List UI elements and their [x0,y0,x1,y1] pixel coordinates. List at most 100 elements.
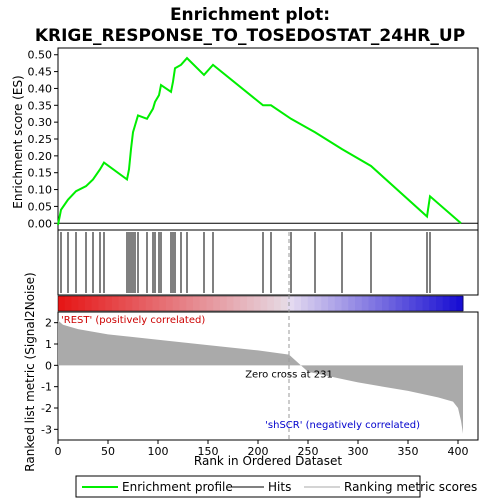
rank-bar-segment [415,296,423,311]
x-tick-label: 150 [198,445,219,458]
rank-bar-segment [85,296,93,311]
metric-tick-label: -3 [41,423,52,436]
es-y-axis-label: Enrichment score (ES) [11,75,25,208]
zero-cross-label: Zero cross at 231 [245,369,333,380]
es-tick-label: 0.40 [28,82,53,95]
rank-bar-segment [166,296,174,311]
rank-bar-segment [301,296,309,311]
rank-bar-segment [193,296,201,311]
rank-bar-segment [199,296,207,311]
rank-bar-segment [220,296,228,311]
metric-tick-label: 0 [45,359,52,372]
hits-panel [57,229,479,296]
rank-bar-segment [78,296,86,311]
x-tick-label: 350 [398,445,419,458]
rank-bar-segment [409,296,417,311]
rank-bar-segment [247,296,255,311]
rank-bar-segment [105,296,113,311]
rank-bar-segment [112,296,120,311]
rank-bar-segment [361,296,369,311]
x-tick-label: 400 [448,445,469,458]
rank-bar-segment [280,296,288,311]
rank-bar-segment [368,296,376,311]
es-tick-label: 0.35 [28,99,53,112]
es-panel [57,47,479,231]
rank-bar-segment [328,296,336,311]
rank-bar-segment [226,296,234,311]
x-tick-label: 250 [298,445,319,458]
rank-bar-segment [294,296,302,311]
rank-bar-segment [422,296,430,311]
ranking-color-bar [57,295,464,312]
es-tick-label: 0.20 [28,150,53,163]
es-tick-label: 0.50 [28,49,53,62]
rank-bar-outline [57,295,464,312]
x-tick-label: 300 [348,445,369,458]
rank-bar-segment [233,296,241,311]
rank-bar-segment [449,296,457,311]
es-tick-label: 0.15 [28,167,53,180]
es-tick-label: 0.25 [28,133,53,146]
legend-metric-label: Ranking metric scores [344,480,477,494]
rank-bar-segment [260,296,268,311]
rank-bar-segment [429,296,437,311]
x-axis-ticks: 0 50 100 150 200 250 300 350 400 [55,440,469,458]
metric-y-axis-label: Ranked list metric (Signal2Noise) [23,272,37,471]
es-tick-label: 0.05 [28,200,53,213]
metric-axis-ticks: 2 1 0 -1 -2 -3 [41,317,58,436]
rank-bar-segment [274,296,282,311]
rank-bar-segment [58,296,66,311]
rank-bar-segment [395,296,403,311]
legend: Enrichment profile Hits Ranking metric s… [75,475,477,498]
rank-bar-segment [267,296,275,311]
rank-bar-segment [348,296,356,311]
x-tick-label: 200 [248,445,269,458]
x-tick-label: 50 [101,445,115,458]
rank-bar-segment [179,296,187,311]
legend-hits-label: Hits [268,480,291,494]
rank-bar-segment [307,296,315,311]
rank-bar-segment [382,296,390,311]
rank-bar-segment [64,296,72,311]
x-tick-label: 100 [148,445,169,458]
es-axis-ticks: 0.00 0.05 0.10 0.15 0.20 0.25 0.30 0.35 0.40 0.45… [28,49,58,230]
rank-bar-segment [314,296,322,311]
hit-markers [60,232,431,293]
rank-bar-segment [213,296,221,311]
rank-bar-segment [152,296,160,311]
metric-tick-label: -1 [41,381,52,394]
ranking-metric-area [58,320,463,434]
rank-bar-segment [159,296,167,311]
x-tick-label: 0 [55,445,62,458]
rank-bar-segment [334,296,342,311]
rank-bar-segment [375,296,383,311]
rank-bar-segment [125,296,133,311]
es-tick-label: 0.00 [28,217,53,230]
rank-bar-segment [139,296,147,311]
rank-bar-segment [402,296,410,311]
es-tick-label: 0.30 [28,116,53,129]
rank-bar-segment [240,296,248,311]
rank-bar-segment [91,296,99,311]
x-axis-label: Rank in Ordered Dataset [194,454,342,468]
chart-title-line1: Enrichment plot: [170,5,330,25]
chart-title-line2: KRIGE_RESPONSE_TO_TOSEDOSTAT_24HR_UP [35,26,465,46]
rank-bar-segment [98,296,106,311]
rank-bar-segment [436,296,444,311]
rank-bar-segment [321,296,329,311]
rank-bar-segment [456,296,464,311]
metric-tick-label: 2 [45,317,52,330]
rank-bar-segment [287,296,295,311]
rank-bar-segment [186,296,194,311]
rank-bar-segment [388,296,396,311]
rank-bar-segment [71,296,79,311]
es-tick-label: 0.45 [28,66,53,79]
metric-tick-label: 1 [45,338,52,351]
rank-bar-segment [118,296,126,311]
rank-bar-segment [145,296,153,311]
rank-bar-segment [355,296,363,311]
legend-profile-label: Enrichment profile [122,480,233,494]
rank-bar-segment [253,296,261,311]
rank-bar-segment [442,296,450,311]
